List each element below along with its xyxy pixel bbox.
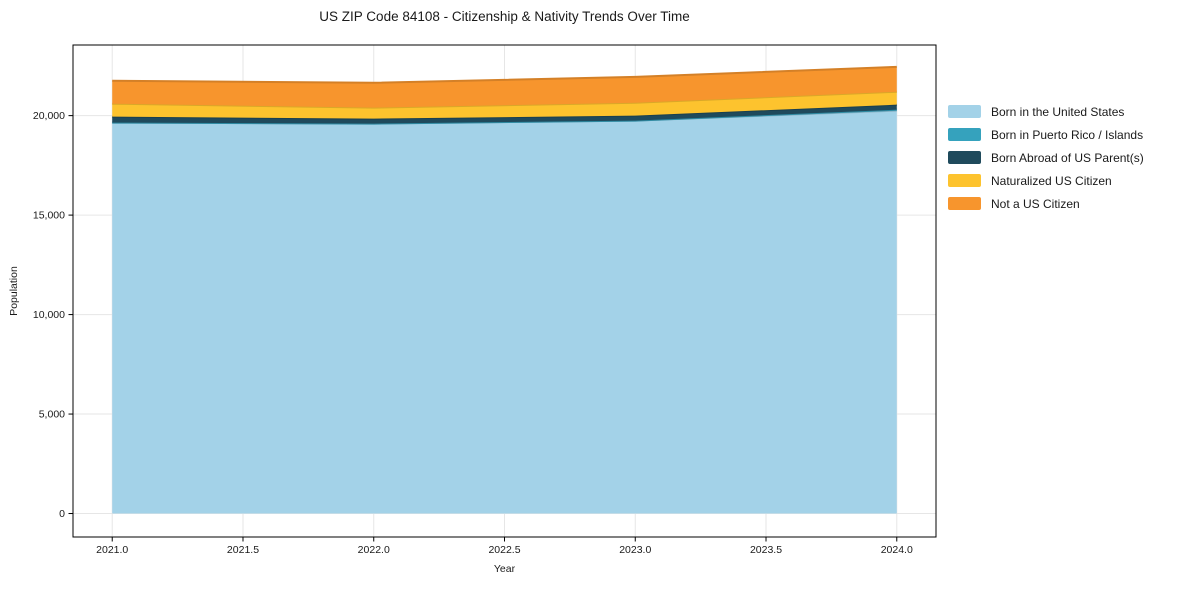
x-axis-label: Year — [493, 563, 516, 575]
legend-item-born-in-puerto-rico-islands: Born in Puerto Rico / Islands — [948, 127, 1188, 142]
x-tick-label-2023: 2023.0 — [619, 544, 651, 556]
legend-item-born-abroad-of-us-parent-s: Born Abroad of US Parent(s) — [948, 150, 1188, 165]
x-tick-label-2021.5: 2021.5 — [227, 544, 259, 556]
legend-item-not-a-us-citizen: Not a US Citizen — [948, 196, 1188, 211]
legend-swatch-not-a-us-citizen — [948, 197, 981, 210]
legend-item-naturalized-us-citizen: Naturalized US Citizen — [948, 173, 1188, 188]
legend-swatch-naturalized-us-citizen — [948, 174, 981, 187]
legend-swatch-born-in-puerto-rico-islands — [948, 128, 981, 141]
area-edge-not-a-us-citizen — [112, 65, 897, 84]
legend-item-born-in-the-united-states: Born in the United States — [948, 104, 1188, 119]
ticks: 2021.0 2021.5 2022.0 2022.5 2023.0 2023.5 2024… — [33, 110, 913, 556]
x-tick-label-2023.5: 2023.5 — [750, 544, 782, 556]
legend: Born in the United States Born in Puerto … — [948, 104, 1188, 211]
y-tick-label-0: 0 — [59, 508, 65, 520]
x-tick-label-2021: 2021.0 — [96, 544, 128, 556]
y-tick-label-10000: 10,000 — [33, 309, 65, 321]
legend-label: Born Abroad of US Parent(s) — [991, 150, 1144, 165]
y-tick-label-5000: 5,000 — [39, 409, 65, 421]
y-tick-label-20000: 20,000 — [33, 110, 65, 122]
x-tick-label-2024: 2024.0 — [881, 544, 913, 556]
y-tick-label-15000: 15,000 — [33, 210, 65, 222]
legend-label: Not a US Citizen — [991, 196, 1080, 211]
legend-label: Naturalized US Citizen — [991, 173, 1112, 188]
area-born-in-the-united-states — [112, 110, 897, 514]
area-naturalized-us-citizen — [112, 91, 897, 119]
chart-title: US ZIP Code 84108 - Citizenship & Nativi… — [319, 9, 690, 24]
stacked-areas — [112, 65, 897, 514]
legend-label: Born in the United States — [991, 104, 1125, 119]
y-axis-label: Population — [8, 266, 20, 316]
area-not-a-us-citizen — [112, 66, 897, 108]
x-tick-label-2022: 2022.0 — [358, 544, 390, 556]
legend-swatch-born-abroad-of-us-parent-s — [948, 151, 981, 164]
legend-swatch-born-in-the-united-states — [948, 105, 981, 118]
x-tick-label-2022.5: 2022.5 — [488, 544, 520, 556]
legend-label: Born in Puerto Rico / Islands — [991, 127, 1144, 142]
